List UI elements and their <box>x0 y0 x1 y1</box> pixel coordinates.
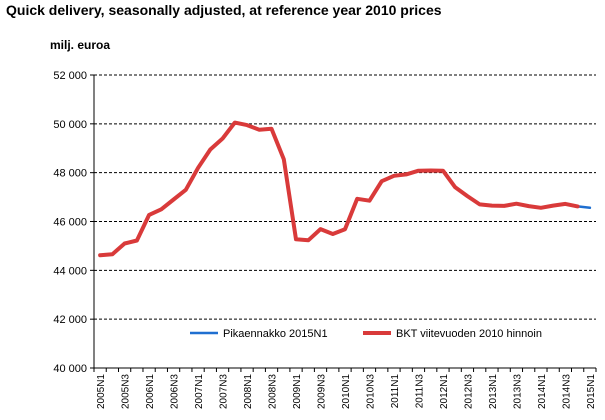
x-tick-label: 2010N3 <box>365 374 376 409</box>
y-axis-unit-label: milj. euroa <box>50 38 111 52</box>
series-lines <box>98 120 592 258</box>
x-tick-label: 2005N3 <box>121 374 132 409</box>
y-tick-label: 40 000 <box>53 363 87 375</box>
x-tick-label: 2010N1 <box>341 374 352 409</box>
chart-title: Quick delivery, seasonally adjusted, at … <box>6 2 442 18</box>
legend-label: Pikaennakko 2015N1 <box>223 328 328 340</box>
gridlines <box>94 74 596 320</box>
series-line <box>98 120 580 258</box>
y-tick-labels: 40 000 42 000 44 000 46 000 48 000 50 000 52 0… <box>53 70 87 375</box>
legend: Pikaennakko 2015N1 BKT viitevuoden 2010 h… <box>154 323 564 343</box>
x-tick-label: 2012N3 <box>463 374 474 409</box>
x-tick-label: 2015N1 <box>586 374 597 409</box>
series-line <box>576 205 592 210</box>
x-tick-label: 2008N3 <box>268 374 279 409</box>
x-tick-label: 2014N3 <box>561 374 572 409</box>
y-tick-label: 52 000 <box>53 70 87 82</box>
x-tick-label: 2006N1 <box>145 374 156 409</box>
x-tick-label: 2011N3 <box>414 374 425 409</box>
axes <box>90 74 597 372</box>
x-tick-labels: 2005N1 2005N3 2006N1 2006N3 2007N1 2007N3 2008… <box>96 374 597 409</box>
x-tick-label: 2006N3 <box>170 374 181 409</box>
y-tick-label: 48 000 <box>53 168 87 180</box>
legend-background <box>154 323 564 343</box>
y-tick-label: 44 000 <box>53 265 87 277</box>
legend-label: BKT viitevuoden 2010 hinnoin <box>396 328 542 340</box>
x-tick-label: 2008N1 <box>243 374 254 409</box>
x-tick-label: 2013N1 <box>488 374 499 409</box>
y-tick-label: 46 000 <box>53 217 87 229</box>
x-tick-label: 2014N1 <box>537 374 548 409</box>
x-tick-label: 2009N3 <box>317 374 328 409</box>
x-tick-label: 2005N1 <box>96 374 107 409</box>
y-tick-label: 42 000 <box>53 314 87 326</box>
x-tick-label: 2012N1 <box>439 374 450 409</box>
x-tick-label: 2011N1 <box>390 374 401 409</box>
x-tick-label: 2013N3 <box>512 374 523 409</box>
x-tick-label: 2007N3 <box>219 374 230 409</box>
x-tick-label: 2009N1 <box>292 374 303 409</box>
x-tick-label: 2007N1 <box>194 374 205 409</box>
y-tick-label: 50 000 <box>53 119 87 131</box>
